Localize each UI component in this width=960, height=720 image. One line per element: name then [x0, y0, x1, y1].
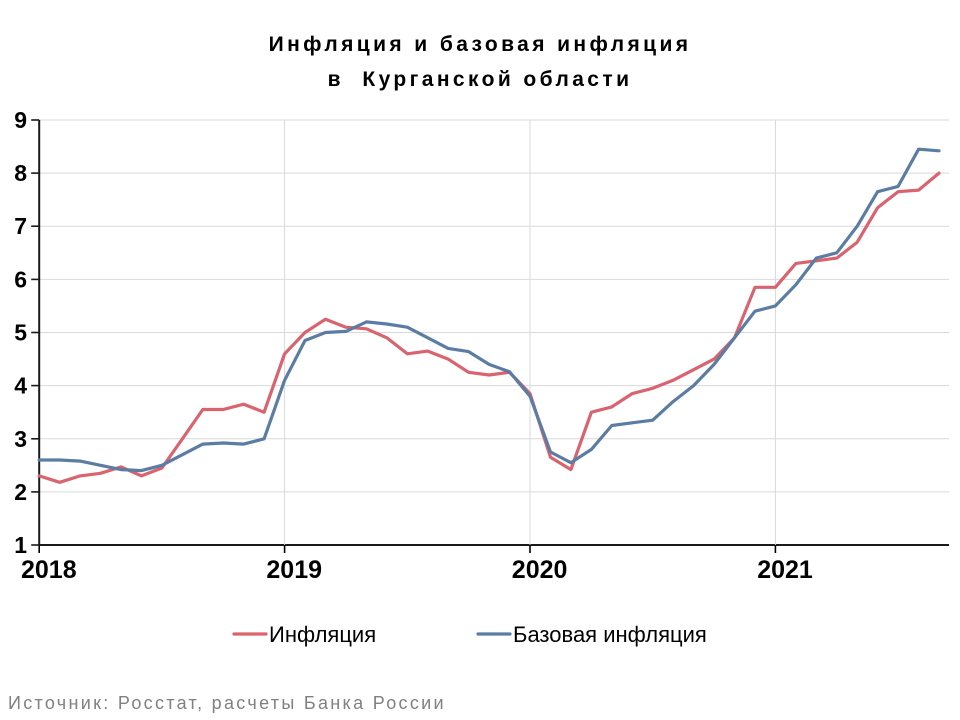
svg-text:6: 6 [14, 266, 27, 292]
svg-text:8: 8 [14, 160, 27, 186]
svg-text:2: 2 [14, 479, 27, 505]
svg-text:2019: 2019 [266, 556, 322, 584]
svg-text:2020: 2020 [512, 556, 568, 584]
svg-text:1: 1 [14, 532, 27, 558]
svg-text:3: 3 [14, 426, 27, 452]
svg-text:5: 5 [14, 320, 27, 346]
svg-text:9: 9 [14, 107, 27, 133]
svg-text:2021: 2021 [757, 556, 813, 584]
svg-text:7: 7 [14, 213, 27, 239]
svg-text:Инфляция: Инфляция [269, 622, 376, 647]
svg-text:4: 4 [14, 373, 27, 399]
svg-text:Базовая инфляция: Базовая инфляция [513, 622, 707, 647]
svg-text:2018: 2018 [21, 556, 77, 584]
